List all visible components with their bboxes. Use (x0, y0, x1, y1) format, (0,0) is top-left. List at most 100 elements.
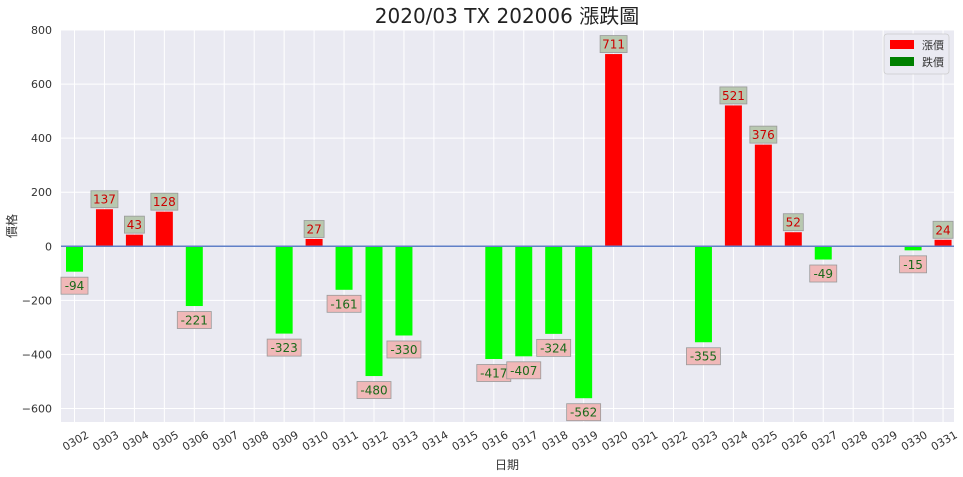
data-label-box (782, 213, 804, 232)
data-label-box (303, 220, 325, 238)
x-tick-label: 0326 (779, 428, 810, 453)
data-label-text: 43 (127, 218, 142, 232)
data-label-text: 27 (306, 222, 321, 236)
bar-0313 (395, 246, 413, 336)
chart-title: 2020/03 TX 202006 漲跌圖 (375, 4, 639, 28)
data-label-text: 711 (602, 38, 625, 52)
data-label-text: -480 (360, 384, 387, 398)
data-label-text: -161 (330, 297, 357, 311)
data-label-box (60, 276, 89, 295)
x-tick-label: 0323 (689, 428, 720, 453)
data-label-box (90, 190, 119, 209)
bar-0323 (694, 246, 712, 343)
x-tick-label: 0327 (809, 428, 840, 453)
x-tick-label: 0305 (150, 428, 181, 453)
bar-0304 (125, 234, 143, 247)
x-tick-label: 0302 (60, 428, 91, 453)
data-label-text: -330 (390, 343, 417, 357)
y-tick-label: 800 (31, 24, 52, 37)
data-label-box (809, 264, 838, 283)
data-label-text: -49 (813, 267, 833, 281)
y-axis-ticks: −600 −400 −200 0 200 400 600 800 (22, 24, 52, 415)
bar-0311 (335, 246, 353, 290)
y-tick-label: −400 (22, 348, 52, 361)
x-tick-label: 0311 (330, 428, 361, 453)
x-axis-label: 日期 (495, 458, 519, 472)
data-label-0327: -49 (809, 264, 838, 283)
x-tick-label: 0306 (180, 428, 211, 453)
data-label-box (506, 361, 542, 380)
x-tick-label: 0307 (210, 428, 241, 453)
data-label-box (386, 340, 422, 359)
data-label-0306: -221 (176, 311, 212, 329)
y-tick-label: −600 (22, 402, 52, 415)
data-labels: -94 137 43 128 -221 -323 27 -161 -480 -330 -417 -40… (60, 35, 954, 422)
x-tick-label: 0324 (719, 428, 750, 453)
bar-0302 (66, 246, 83, 272)
data-label-0305: 128 (150, 192, 179, 211)
data-label-0326: 52 (782, 213, 804, 232)
x-tick-label: 0322 (659, 428, 690, 453)
data-label-text: 128 (153, 195, 176, 209)
data-label-0324: 521 (719, 86, 748, 105)
data-label-text: -562 (570, 406, 597, 420)
x-tick-label: 0304 (120, 428, 151, 453)
data-label-box (932, 220, 954, 239)
data-label-box (356, 381, 392, 399)
data-label-text: -323 (271, 341, 298, 355)
legend-label: 跌價 (922, 55, 944, 69)
y-tick-label: 600 (31, 78, 52, 91)
data-label-0303: 137 (90, 190, 119, 209)
x-tick-label: 0318 (540, 428, 571, 453)
bars (66, 54, 952, 399)
data-label-0302: -94 (60, 276, 89, 295)
x-tick-label: 0320 (599, 428, 630, 453)
data-label-0309: -323 (266, 338, 302, 357)
bar-0326 (784, 232, 802, 247)
x-tick-label: 0314 (420, 428, 451, 453)
x-tick-label: 0315 (450, 428, 481, 453)
data-label-0304: 43 (124, 215, 145, 234)
data-label-text: -407 (510, 364, 537, 378)
data-label-text: -15 (903, 258, 923, 272)
bar-0331 (934, 239, 952, 247)
x-tick-label: 0312 (360, 428, 391, 453)
legend-swatch (890, 57, 914, 66)
data-label-0313: -330 (386, 340, 422, 359)
data-label-0319: -562 (566, 403, 602, 422)
data-label-box (686, 347, 721, 366)
legend-label: 漲價 (922, 38, 944, 52)
data-label-0317: -407 (506, 361, 542, 380)
y-tick-label: 200 (31, 186, 52, 199)
bar-0309 (275, 246, 293, 334)
data-label-0331: 24 (932, 220, 954, 239)
bar-0316 (485, 246, 503, 360)
data-label-box (326, 294, 362, 313)
data-label-box (719, 86, 748, 105)
x-tick-label: 0328 (839, 428, 870, 453)
data-label-text: 24 (935, 223, 950, 237)
x-tick-label: 0303 (90, 428, 121, 453)
data-label-text: 376 (752, 128, 775, 142)
data-label-0325: 376 (749, 125, 778, 144)
data-label-box (566, 403, 602, 422)
data-label-0323: -355 (686, 347, 721, 366)
bar-0312 (365, 246, 383, 377)
x-tick-label: 0319 (570, 428, 601, 453)
data-label-box (599, 35, 628, 53)
x-tick-label: 0316 (480, 428, 511, 453)
data-label-text: -324 (540, 341, 567, 355)
data-label-box (266, 338, 302, 357)
legend-swatch (890, 40, 914, 49)
data-label-box (150, 192, 179, 211)
x-tick-label: 0330 (899, 428, 930, 453)
x-tick-label: 0313 (390, 428, 421, 453)
bar-0317 (515, 246, 533, 357)
x-tick-label: 0308 (240, 428, 271, 453)
x-tick-label: 0309 (270, 428, 301, 453)
data-label-0310: 27 (303, 220, 325, 238)
y-tick-label: −200 (22, 294, 52, 307)
bar-0325 (754, 144, 772, 247)
